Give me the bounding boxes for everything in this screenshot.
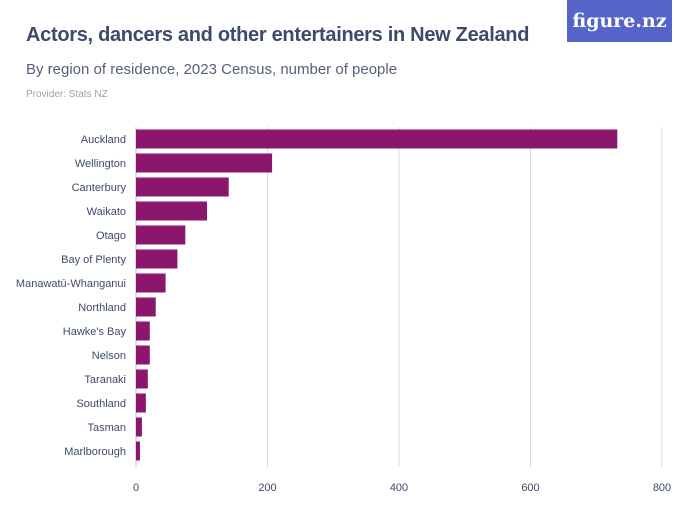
bar-northland bbox=[136, 297, 156, 317]
bar-taranaki bbox=[136, 369, 148, 389]
category-label: Hawke's Bay bbox=[63, 326, 127, 338]
bar-waikato bbox=[136, 201, 208, 221]
x-tick-label: 400 bbox=[390, 482, 408, 494]
category-label: Manawatū-Whanganui bbox=[16, 278, 126, 290]
category-label: Taranaki bbox=[84, 374, 126, 386]
bar-wellington bbox=[136, 153, 273, 173]
bar-hawke-s-bay bbox=[136, 321, 150, 341]
category-label: Northland bbox=[78, 302, 126, 314]
bar-auckland bbox=[136, 129, 618, 149]
bar-marlborough bbox=[136, 441, 140, 461]
bar-nelson bbox=[136, 345, 150, 365]
bar-bay-of-plenty bbox=[136, 249, 178, 269]
bar-otago bbox=[136, 225, 186, 245]
category-label: Nelson bbox=[92, 350, 126, 362]
x-tick-label: 200 bbox=[258, 482, 276, 494]
x-tick-label: 800 bbox=[653, 482, 671, 494]
category-label: Bay of Plenty bbox=[61, 254, 126, 266]
category-label: Canterbury bbox=[72, 182, 127, 194]
category-label: Southland bbox=[76, 398, 126, 410]
category-label: Tasman bbox=[87, 422, 126, 434]
category-label: Waikato bbox=[87, 206, 126, 218]
category-label: Otago bbox=[96, 230, 126, 242]
bar-manawat-whanganui bbox=[136, 273, 166, 293]
category-label: Auckland bbox=[81, 134, 126, 146]
chart-title: Actors, dancers and other entertainers i… bbox=[26, 24, 530, 46]
chart-subtitle: By region of residence, 2023 Census, num… bbox=[26, 61, 398, 78]
figure-nz-logo[interactable]: figure.nz bbox=[567, 0, 672, 42]
bar-tasman bbox=[136, 417, 142, 437]
bar-southland bbox=[136, 393, 146, 413]
x-tick-label: 600 bbox=[521, 482, 539, 494]
x-tick-label: 0 bbox=[133, 482, 139, 494]
category-label: Marlborough bbox=[64, 446, 126, 458]
provider-text: Provider: Stats NZ bbox=[26, 89, 108, 100]
bar-canterbury bbox=[136, 177, 229, 197]
category-label: Wellington bbox=[75, 158, 126, 170]
